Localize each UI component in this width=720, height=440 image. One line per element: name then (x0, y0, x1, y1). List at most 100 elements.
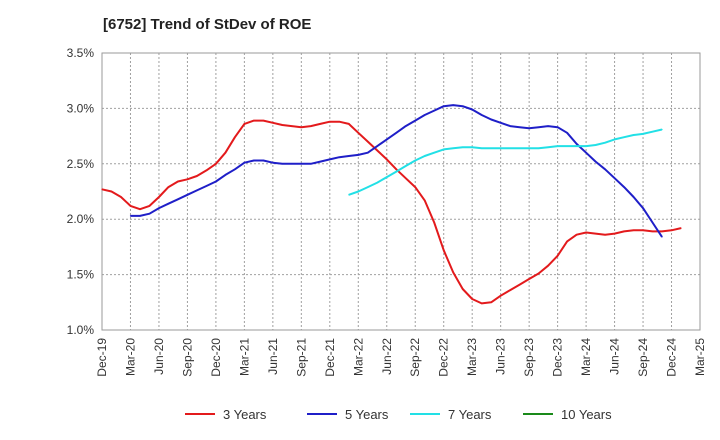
data-point (585, 152, 587, 154)
legend-item: 3 Years (185, 407, 267, 422)
data-point (566, 145, 568, 147)
data-point (557, 145, 559, 147)
data-point (243, 162, 245, 164)
data-point (500, 295, 502, 297)
data-point (670, 229, 673, 231)
data-point (632, 196, 635, 198)
data-point (443, 148, 445, 150)
data-point (519, 126, 521, 128)
data-point (538, 272, 540, 275)
data-point (291, 125, 293, 127)
data-point (604, 168, 606, 170)
data-point (253, 159, 255, 162)
data-point (661, 128, 663, 131)
x-tick-label: Dec-19 (95, 338, 109, 377)
data-point (623, 136, 625, 138)
series-3-years (101, 119, 682, 305)
data-point (177, 198, 179, 200)
data-point (215, 163, 217, 165)
data-point (376, 145, 378, 147)
data-point (215, 180, 217, 183)
legend-label: 5 Years (345, 407, 389, 422)
data-point (604, 234, 606, 236)
data-point (481, 114, 483, 116)
data-point (433, 110, 435, 112)
data-point (623, 186, 625, 188)
data-point (158, 196, 160, 198)
data-point (471, 146, 473, 148)
x-tick-label: Jun-22 (380, 338, 394, 375)
y-tick-label: 1.0% (67, 323, 95, 337)
data-point (557, 255, 559, 257)
data-point (490, 301, 492, 303)
data-point (234, 168, 236, 170)
series-7-years (348, 128, 663, 196)
data-point (348, 155, 350, 157)
data-point (129, 215, 132, 217)
data-point (224, 174, 226, 176)
series-layer (101, 104, 682, 305)
data-point (120, 196, 122, 198)
data-point (443, 249, 445, 251)
data-point (338, 121, 340, 123)
data-point (414, 159, 416, 162)
series-line (348, 128, 663, 196)
data-point (281, 163, 283, 165)
data-point (110, 190, 113, 193)
data-point (310, 125, 312, 127)
data-point (395, 132, 397, 134)
data-point (395, 168, 397, 170)
data-point (462, 146, 464, 148)
data-point (594, 160, 597, 163)
data-point (642, 229, 644, 231)
data-point (433, 152, 435, 154)
legend: 3 Years 5 Years 7 Years 10 Years (185, 407, 612, 422)
x-tick-label: Mar-23 (465, 338, 479, 376)
data-point (357, 132, 359, 134)
data-point (329, 158, 331, 160)
data-point (367, 186, 369, 188)
plot-area-frame (101, 52, 701, 331)
data-point (405, 177, 407, 179)
y-axis-ticks: 1.0% 1.5% 2.0% 2.5% 3.0% 3.5% (67, 46, 95, 337)
data-point (196, 175, 198, 177)
y-tick-label: 2.5% (67, 157, 95, 171)
legend-item: 10 Years (523, 407, 612, 422)
data-point (158, 207, 160, 209)
data-point (481, 147, 483, 149)
data-point (566, 240, 568, 242)
data-point (376, 149, 378, 152)
chart-title: [6752] Trend of StDev of ROE (103, 16, 311, 33)
data-point (386, 176, 388, 178)
x-axis-ticks: Dec-19 Mar-20 Jun-20 Sep-20 Dec-20 Mar-21 Jun-… (95, 338, 707, 377)
data-point (651, 131, 654, 133)
data-point (462, 288, 464, 290)
data-point (661, 236, 663, 238)
data-point (528, 147, 530, 149)
x-tick-label: Jun-20 (152, 338, 166, 375)
data-point (642, 133, 644, 135)
data-point (405, 125, 407, 127)
data-point (367, 141, 369, 143)
x-tick-label: Dec-23 (551, 338, 565, 377)
x-tick-label: Mar-25 (693, 338, 707, 376)
data-point (585, 145, 587, 147)
data-point (576, 143, 578, 145)
data-point (300, 163, 302, 165)
x-tick-label: Sep-21 (294, 338, 308, 377)
data-point (519, 147, 521, 149)
data-point (357, 190, 359, 193)
data-point (651, 230, 654, 232)
data-point (613, 233, 616, 235)
data-point (632, 229, 635, 231)
data-point (642, 207, 644, 209)
data-point (547, 146, 549, 148)
data-point (509, 147, 511, 149)
data-point (500, 147, 502, 149)
data-point (253, 119, 255, 122)
data-point (424, 199, 426, 201)
x-tick-label: Mar-22 (351, 338, 365, 376)
data-point (566, 132, 568, 134)
data-point (509, 289, 511, 291)
